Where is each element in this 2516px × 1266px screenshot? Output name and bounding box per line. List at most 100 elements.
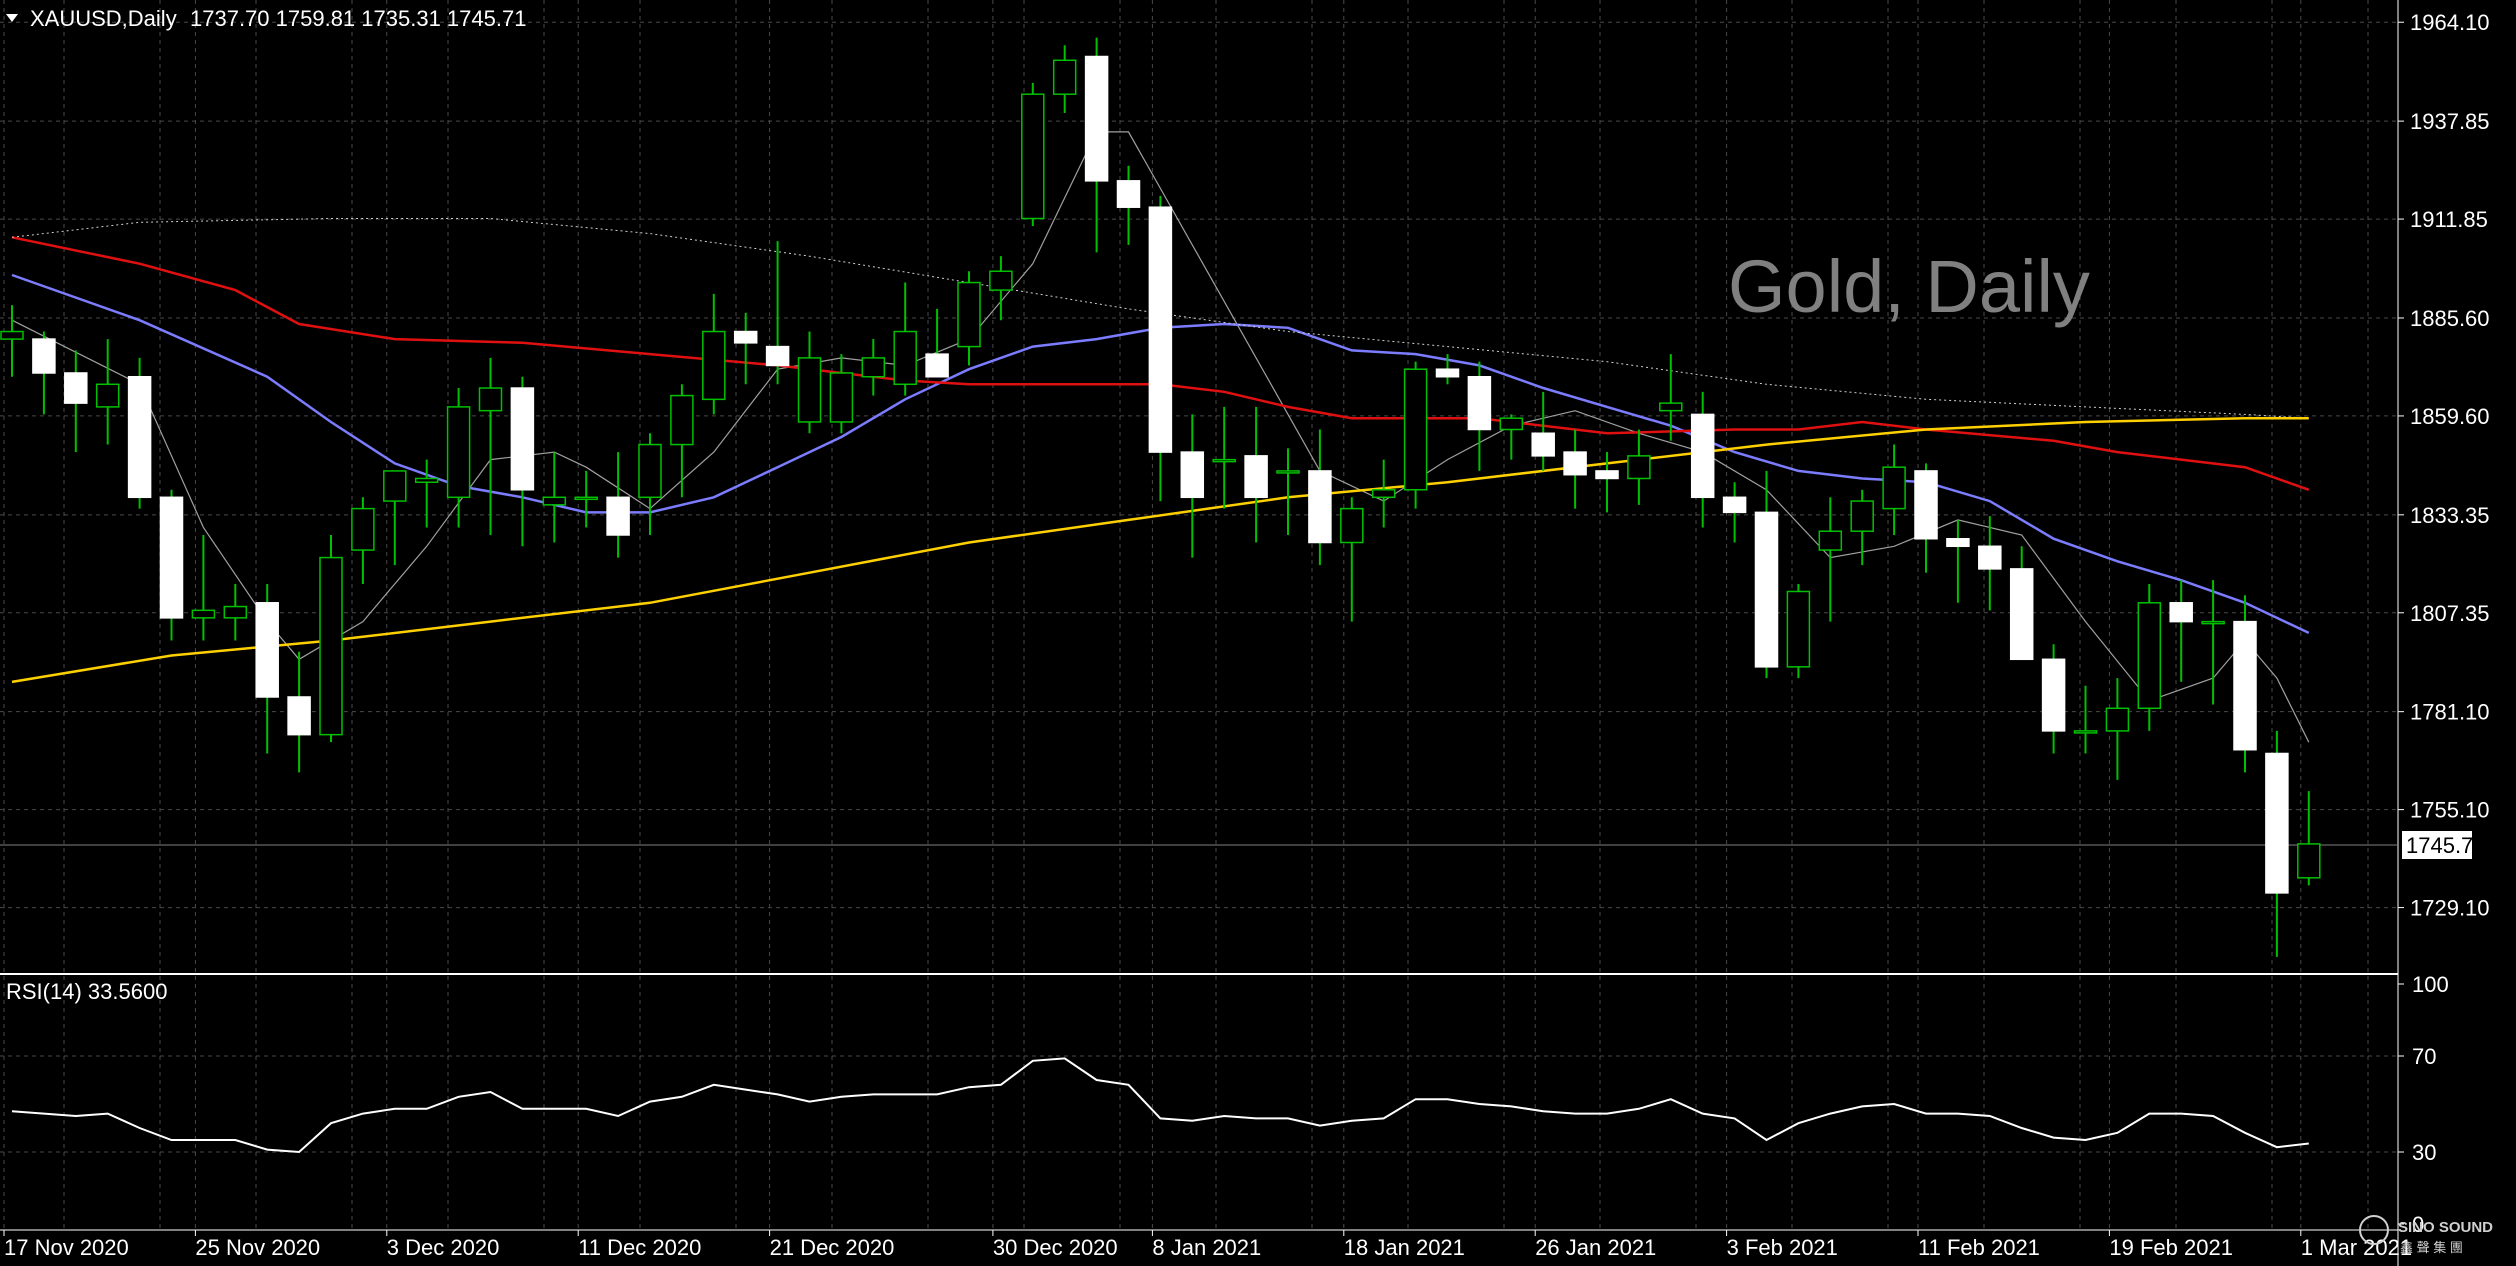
current-price-label: 1745.71	[2406, 833, 2486, 858]
rsi-tick-label: 30	[2412, 1140, 2436, 1165]
candle-body	[0, 330, 24, 340]
candle-body	[1690, 413, 1715, 499]
time-tick-label: 1 Mar 2021	[2301, 1235, 2412, 1260]
price-tick-label: 1781.10	[2410, 700, 2490, 725]
rsi-line	[11, 1057, 2309, 1154]
candle-body	[159, 496, 184, 619]
candle-body	[733, 330, 758, 344]
time-axis: 17 Nov 2020 25 Nov 2020 3 Dec 2020 11 Dec 2…	[3, 1230, 2412, 1260]
candle-body	[1180, 451, 1205, 499]
candle-body	[1435, 368, 1460, 378]
candle-body	[191, 609, 216, 619]
rsi-tick-label: 70	[2412, 1044, 2436, 1069]
time-tick-label: 17 Nov 2020	[4, 1235, 129, 1260]
dropdown-triangle-icon[interactable]	[6, 14, 18, 22]
candle-body	[1212, 458, 1236, 463]
candle-body	[2073, 730, 2098, 734]
time-tick-label: 3 Dec 2020	[387, 1235, 500, 1260]
ohlc-label: 1737.70 1759.81 1735.31 1745.71	[190, 6, 526, 31]
candle-body	[1340, 507, 1364, 544]
time-tick-label: 8 Jan 2021	[1152, 1235, 1261, 1260]
time-tick-label: 30 Dec 2020	[993, 1235, 1118, 1260]
candle-body	[446, 406, 471, 499]
candle-body	[638, 443, 662, 499]
time-tick-label: 26 Jan 2021	[1535, 1235, 1656, 1260]
ma-5-line	[11, 131, 2310, 743]
candle-body	[606, 496, 630, 536]
logo-text: SINO SOUND	[2398, 1219, 2493, 1236]
price-tick-label: 1833.35	[2410, 503, 2490, 528]
candle-body	[1531, 432, 1555, 457]
candle-body	[2105, 707, 2130, 732]
candle-body	[95, 383, 120, 408]
candle-body	[1978, 545, 2002, 570]
candle-body	[925, 353, 949, 378]
logo-emblem-icon	[2359, 1215, 2389, 1245]
candle-body	[1403, 368, 1428, 491]
candle-body	[223, 605, 248, 619]
candle-body	[1084, 55, 1109, 182]
candle-body	[1148, 206, 1173, 453]
candle-body	[957, 281, 981, 348]
candle-body	[2297, 843, 2321, 879]
logo-subtext: 鑫 聲 集 團	[2400, 1240, 2463, 1255]
candle-body	[1244, 455, 1268, 499]
candle-body	[670, 394, 694, 446]
candle-body	[127, 375, 152, 499]
candle-body	[1563, 451, 1587, 476]
price-tick-label: 1729.10	[2410, 896, 2490, 921]
time-tick-label: 3 Feb 2021	[1727, 1235, 1838, 1260]
time-tick-label: 25 Nov 2020	[195, 1235, 320, 1260]
candle-body	[32, 338, 56, 374]
candle-body	[702, 330, 726, 401]
price-tick-label: 1755.10	[2410, 798, 2490, 823]
candle-body	[2201, 620, 2225, 625]
candle-body	[319, 556, 343, 736]
candle-body	[574, 496, 598, 501]
candle-body	[829, 372, 854, 423]
candle-body	[797, 357, 822, 423]
candle-body	[2041, 658, 2066, 732]
candle-body	[2265, 752, 2289, 894]
candle-body	[1276, 470, 1300, 474]
candle-body	[1595, 470, 1619, 480]
candle-body	[1659, 402, 1683, 412]
candle-body	[2009, 568, 2034, 661]
rsi-tick-label: 0	[2412, 1212, 2424, 1237]
candle-body	[287, 696, 311, 736]
price-tick-label: 1807.35	[2410, 601, 2490, 626]
candle-body	[351, 507, 375, 551]
candle-body	[1116, 180, 1141, 208]
candle-body	[2169, 602, 2193, 623]
time-tick-label: 11 Dec 2020	[578, 1235, 701, 1260]
candles	[0, 37, 2321, 957]
candle-body	[2233, 620, 2257, 751]
time-tick-label: 19 Feb 2021	[2109, 1235, 2233, 1260]
candle-body	[1914, 470, 1938, 540]
rsi-label: RSI(14) 33.5600	[6, 979, 167, 1004]
price-tick-label: 1885.60	[2410, 306, 2490, 331]
candle-body	[1722, 496, 1747, 514]
candle-body	[1882, 466, 1906, 510]
price-tick-label: 1937.85	[2410, 109, 2490, 134]
sino-sound-logo: SINO SOUND 鑫 聲 集 團	[2359, 1215, 2493, 1255]
ma-20-line	[11, 273, 2310, 635]
price-axis: 1964.10 1937.85 1911.85 1885.60 1859.60 1833.…	[2398, 10, 2490, 921]
candle-body	[478, 387, 503, 412]
watermark-title: Gold, Daily	[1728, 245, 2090, 328]
symbol-label: XAUUSD,Daily	[30, 6, 177, 31]
candle-body	[1467, 375, 1492, 431]
candle-body	[893, 330, 917, 386]
rsi-tick-label: 100	[2412, 972, 2449, 997]
price-tick-label: 1964.10	[2410, 10, 2490, 35]
candle-body	[255, 602, 279, 698]
ma-100-line	[11, 218, 2309, 419]
candle-body	[383, 470, 407, 502]
candle-body	[765, 345, 790, 367]
candle-body	[1627, 455, 1651, 480]
time-tick-label: 11 Feb 2021	[1918, 1235, 2040, 1260]
time-tick-label: 18 Jan 2021	[1344, 1235, 1465, 1260]
rsi-panel: 100 70 30 0	[0, 972, 2449, 1237]
candle-body	[1052, 59, 1077, 95]
